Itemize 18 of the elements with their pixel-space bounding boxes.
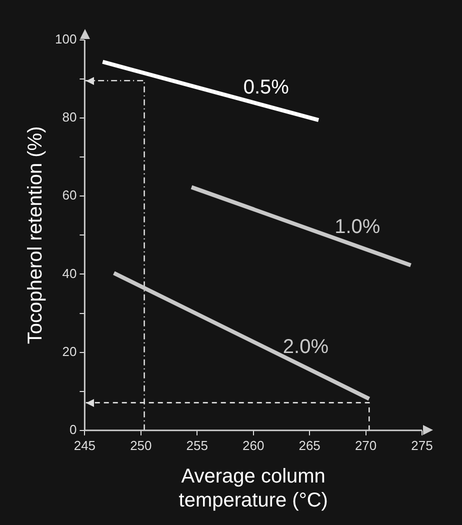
x-tick-label: 265	[298, 438, 320, 453]
y-tick-label: 100	[54, 32, 77, 47]
x-tick-label: 250	[130, 438, 152, 453]
y-axis-title: Tocopherol retention (%)	[24, 126, 47, 344]
x-tick-label: 275	[411, 438, 433, 453]
y-tick-label: 80	[62, 110, 77, 125]
y-tick-label: 60	[62, 188, 77, 203]
x-tick-label: 260	[242, 438, 264, 453]
x-tick-label: 255	[186, 438, 208, 453]
x-tick-label: 245	[74, 438, 96, 453]
series-label: 2.0%	[282, 336, 329, 358]
x-axis-title: Average column temperature (°C)	[178, 466, 328, 512]
y-tick-label: 20	[62, 344, 77, 359]
x-tick-label: 270	[354, 438, 377, 453]
series-label: 1.0%	[334, 216, 380, 238]
y-tick-label: 0	[69, 422, 77, 437]
series-label: 0.5%	[243, 76, 290, 98]
y-tick-label: 40	[62, 266, 77, 281]
